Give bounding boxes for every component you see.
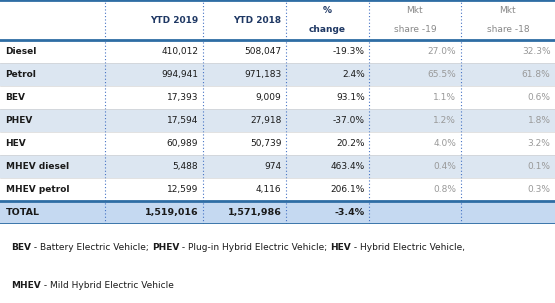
Text: 2.4%: 2.4%	[342, 70, 365, 79]
Text: 0.4%: 0.4%	[433, 162, 456, 171]
Text: 4,116: 4,116	[256, 185, 281, 194]
Text: 0.8%: 0.8%	[433, 185, 456, 194]
Text: 5,488: 5,488	[173, 162, 198, 171]
Text: 1,519,016: 1,519,016	[144, 208, 198, 217]
Text: -37.0%: -37.0%	[332, 116, 365, 125]
Text: TOTAL: TOTAL	[6, 208, 39, 217]
Text: share -18: share -18	[487, 25, 529, 34]
Text: -19.3%: -19.3%	[332, 47, 365, 56]
Bar	[0, 155, 555, 178]
Text: 32.3%: 32.3%	[522, 47, 551, 56]
Bar	[0, 201, 555, 224]
Text: PHEV: PHEV	[6, 116, 33, 125]
Bar	[0, 0, 555, 40]
Text: 20.2%: 20.2%	[336, 139, 365, 148]
Text: 463.4%: 463.4%	[330, 162, 365, 171]
Text: PHEV: PHEV	[152, 243, 179, 252]
Text: 27.0%: 27.0%	[427, 47, 456, 56]
Text: share -19: share -19	[393, 25, 436, 34]
Text: 410,012: 410,012	[161, 47, 198, 56]
Text: 9,009: 9,009	[256, 93, 281, 102]
Text: - Plug-in Hybrid Electric Vehicle;: - Plug-in Hybrid Electric Vehicle;	[179, 243, 330, 252]
Text: YTD 2019: YTD 2019	[150, 16, 198, 25]
Text: YTD 2018: YTD 2018	[233, 16, 281, 25]
Text: %: %	[323, 6, 332, 15]
Text: Diesel: Diesel	[6, 47, 37, 56]
Text: MHEV: MHEV	[11, 281, 41, 290]
Text: MHEV petrol: MHEV petrol	[6, 185, 69, 194]
Text: 0.6%: 0.6%	[528, 93, 551, 102]
Text: 93.1%: 93.1%	[336, 93, 365, 102]
Text: 1.1%: 1.1%	[433, 93, 456, 102]
Text: - Battery Electric Vehicle;: - Battery Electric Vehicle;	[31, 243, 152, 252]
Text: 206.1%: 206.1%	[330, 185, 365, 194]
Text: 17,594: 17,594	[166, 116, 198, 125]
Text: 4.0%: 4.0%	[433, 139, 456, 148]
Text: 17,393: 17,393	[166, 93, 198, 102]
Text: 0.3%: 0.3%	[528, 185, 551, 194]
Bar	[0, 40, 555, 63]
Text: 508,047: 508,047	[244, 47, 281, 56]
Bar	[0, 63, 555, 86]
Text: BEV: BEV	[11, 243, 31, 252]
Text: 994,941: 994,941	[161, 70, 198, 79]
Text: - Mild Hybrid Electric Vehicle: - Mild Hybrid Electric Vehicle	[41, 281, 174, 290]
Text: MHEV diesel: MHEV diesel	[6, 162, 69, 171]
Text: 50,739: 50,739	[250, 139, 281, 148]
Text: 3.2%: 3.2%	[528, 139, 551, 148]
Text: -3.4%: -3.4%	[335, 208, 365, 217]
Text: 60,989: 60,989	[166, 139, 198, 148]
Text: HEV: HEV	[6, 139, 26, 148]
Text: 12,599: 12,599	[166, 185, 198, 194]
Text: Petrol: Petrol	[6, 70, 37, 79]
Text: - Hybrid Electric Vehicle,: - Hybrid Electric Vehicle,	[351, 243, 465, 252]
Text: 1,571,986: 1,571,986	[228, 208, 281, 217]
Bar	[0, 178, 555, 201]
Text: 1.2%: 1.2%	[433, 116, 456, 125]
Text: Mkt: Mkt	[500, 6, 516, 15]
Text: Mkt: Mkt	[407, 6, 423, 15]
Text: 1.8%: 1.8%	[528, 116, 551, 125]
Text: change: change	[309, 25, 346, 34]
Bar	[0, 109, 555, 132]
Text: 971,183: 971,183	[244, 70, 281, 79]
Text: 0.1%: 0.1%	[528, 162, 551, 171]
Text: 974: 974	[264, 162, 281, 171]
Text: 27,918: 27,918	[250, 116, 281, 125]
Text: BEV: BEV	[6, 93, 26, 102]
Text: HEV: HEV	[330, 243, 351, 252]
Text: 61.8%: 61.8%	[522, 70, 551, 79]
Bar	[0, 132, 555, 155]
Bar	[0, 86, 555, 109]
Text: 65.5%: 65.5%	[427, 70, 456, 79]
